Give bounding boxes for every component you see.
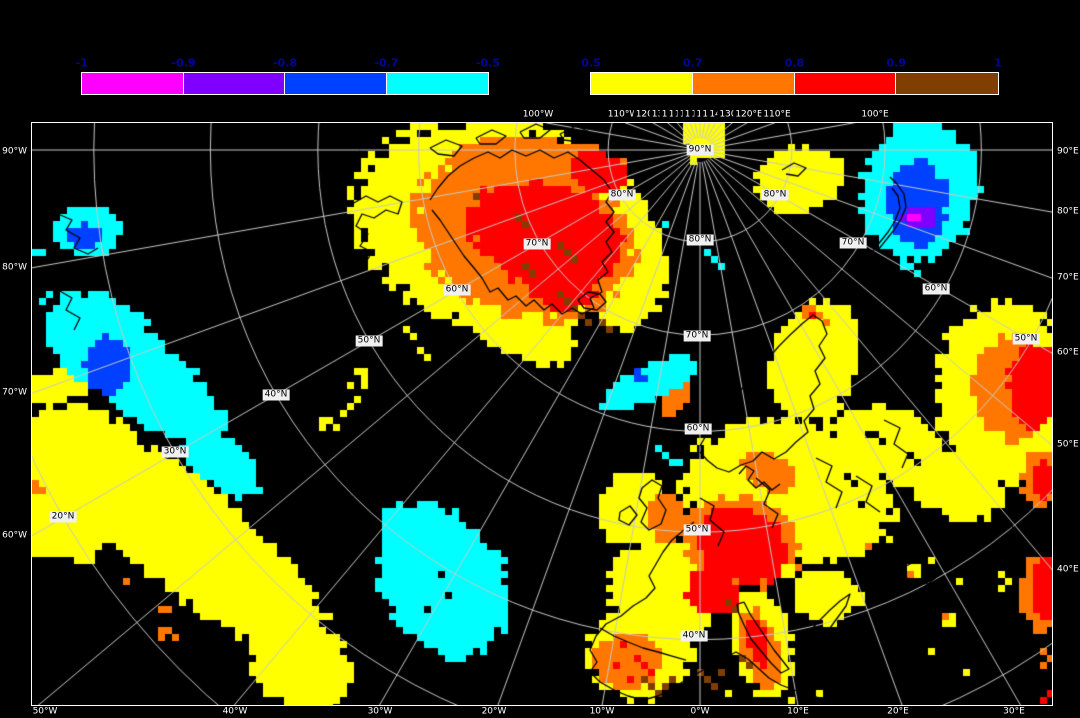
positive-colorbar-tick-label: 0.5: [581, 56, 601, 70]
latitude-circle-label: 70°N: [839, 237, 867, 249]
left-longitude-label: 80°W: [0, 262, 29, 274]
positive-colorbar-segment-yellow: [591, 73, 693, 94]
negative-colorbar-tick-label: -0.9: [171, 56, 196, 70]
latitude-circle-label: 70°N: [523, 238, 551, 250]
top-longitude-label: 100°W: [520, 109, 556, 121]
latitude-circle-label: 90°N: [686, 144, 714, 156]
top-longitude-label: 120°E: [733, 109, 765, 121]
negative-colorbar-segment-cyan: [386, 73, 488, 94]
bottom-longitude-label: 30°W: [365, 706, 395, 718]
latitude-circle-label: 60°N: [684, 423, 712, 435]
bottom-longitude-label: 20°E: [885, 706, 911, 718]
positive-colorbar-tick-label: 1: [994, 56, 1002, 70]
positive-colorbar-segment-red: [794, 73, 897, 94]
negative-colorbar-segment-magenta: [82, 73, 184, 94]
latitude-circle-label: 50°N: [1012, 333, 1040, 345]
latitude-circle-label: 40°N: [262, 389, 290, 401]
positive-colorbar-tick-label: 0.9: [886, 56, 907, 70]
right-longitude-label: 40°E: [1055, 564, 1080, 576]
latitude-circle-label: 80°N: [608, 189, 636, 201]
negative-colorbar-tick-label: -0.8: [272, 56, 298, 70]
top-longitude-label: 110°E: [761, 109, 793, 121]
right-longitude-label: 70°E: [1055, 272, 1080, 284]
latitude-circle-label: 50°N: [683, 524, 711, 536]
top-longitude-label: 110°W: [605, 109, 641, 121]
negative-colorbar-tick-label: -1: [75, 56, 89, 70]
positive-colorbar-tick-label: 0.7: [683, 56, 703, 70]
latitude-circle-label: 80°N: [761, 189, 789, 201]
latitude-circle-label: 70°N: [683, 330, 711, 342]
top-longitude-label: 100°E: [859, 109, 891, 121]
positive-colorbar-tick-label: 0.8: [784, 56, 805, 70]
left-longitude-label: 70°W: [0, 387, 29, 399]
top-longitude-label: 130°E: [717, 109, 749, 121]
bottom-longitude-label: 10°W: [587, 706, 617, 718]
latitude-circle-label: 40°N: [680, 630, 708, 642]
negative-colorbar-segment-blue: [285, 73, 387, 94]
positive-colorbar-segment-brown: [896, 73, 998, 94]
latitude-circle-label: 80°N: [686, 234, 714, 246]
left-longitude-label: 60°W: [0, 530, 29, 542]
negative-colorbar-segment-violet: [183, 73, 285, 94]
map-canvas: [32, 123, 1052, 705]
right-longitude-label: 80°E: [1055, 206, 1080, 218]
latitude-circle-label: 50°N: [355, 335, 383, 347]
bottom-longitude-label: 10°E: [785, 706, 811, 718]
latitude-circle-label: 20°N: [49, 511, 77, 523]
latitude-circle-label: 60°N: [443, 284, 471, 296]
right-longitude-label: 90°E: [1055, 146, 1080, 158]
right-longitude-label: 50°E: [1055, 439, 1080, 451]
bottom-longitude-label: 0°W: [688, 706, 712, 718]
latitude-circle-label: 60°N: [922, 283, 950, 295]
positive-colorbar-segment-orange: [692, 73, 795, 94]
negative-colorbar-tick-label: -0.7: [374, 56, 399, 70]
positive-colorbar: [590, 72, 999, 95]
bottom-longitude-label: 20°W: [479, 706, 509, 718]
latitude-circle-label: 30°N: [161, 446, 189, 458]
bottom-longitude-label: 30°E: [1001, 706, 1027, 718]
bottom-longitude-label: 50°W: [30, 706, 60, 718]
right-longitude-label: 60°E: [1055, 347, 1080, 359]
negative-colorbar: [81, 72, 489, 95]
map-frame: [31, 122, 1053, 706]
negative-colorbar-tick-label: -0.5: [475, 56, 501, 70]
bottom-longitude-label: 40°W: [220, 706, 250, 718]
left-longitude-label: 90°W: [0, 146, 29, 158]
